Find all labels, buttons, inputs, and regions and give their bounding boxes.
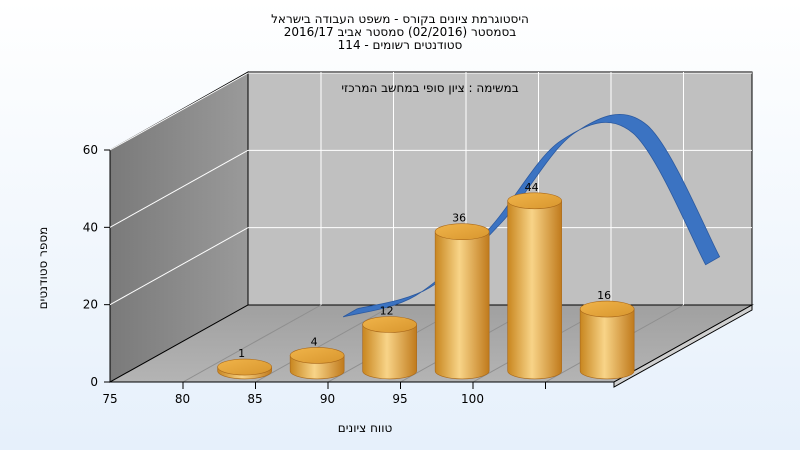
bar-body bbox=[434, 231, 490, 380]
y-tick-label: 0 bbox=[90, 375, 98, 389]
bar-cap bbox=[579, 300, 635, 318]
x-tick-label: 90 bbox=[320, 392, 335, 406]
bar-cap bbox=[362, 316, 417, 333]
y-tick-label: 60 bbox=[83, 143, 98, 157]
bar-data-label: 12 bbox=[380, 305, 394, 318]
bar-cap bbox=[507, 192, 562, 210]
back-wall bbox=[247, 71, 753, 306]
x-tick-label: 95 bbox=[392, 392, 407, 406]
x-tick-label: 75 bbox=[102, 392, 117, 406]
bar: 36 bbox=[434, 212, 490, 380]
bar-data-label: 16 bbox=[597, 289, 611, 302]
x-tick-label: 85 bbox=[247, 392, 262, 406]
bar-body bbox=[362, 324, 417, 380]
bar-body bbox=[507, 200, 562, 380]
side-gridline bbox=[109, 149, 249, 228]
bar-data-label: 44 bbox=[525, 181, 539, 194]
bar-cap bbox=[217, 358, 272, 376]
chart-title-line-3: סטודנטים רשומים - 114 bbox=[337, 38, 463, 52]
bar-cap bbox=[289, 347, 345, 364]
chart-title-line-2: בסמסטר (02/2016) סמסטר אביב 2016/17 bbox=[283, 25, 517, 39]
floor-gridline bbox=[255, 304, 394, 383]
bar: 16 bbox=[579, 289, 635, 380]
x-tick-label: 80 bbox=[175, 392, 190, 406]
side-gridline bbox=[109, 227, 249, 306]
side-gridline bbox=[109, 72, 249, 151]
y-axis-title: מספר סטודנטים bbox=[36, 227, 50, 310]
bar-data-label: 4 bbox=[311, 335, 318, 348]
bar: 4 bbox=[289, 335, 345, 380]
x-tick-label: 100 bbox=[461, 392, 484, 406]
floor-front-edge bbox=[613, 304, 753, 388]
bar-cap bbox=[434, 223, 490, 240]
y-tick-label: 40 bbox=[83, 220, 98, 234]
bar-data-label: 1 bbox=[238, 347, 245, 360]
y-tick-label: 20 bbox=[83, 298, 98, 312]
bar-body bbox=[579, 308, 635, 380]
floor-gridline bbox=[182, 304, 322, 383]
bar: 1 bbox=[217, 347, 272, 380]
chart-subtitle: במשימה : ציון סופי במחשב המרכזי bbox=[341, 81, 518, 95]
chart-title-line-1: היסטוגרמת ציונים בקורס - משפט העבודה ביש… bbox=[271, 12, 529, 26]
bar: 44 bbox=[507, 181, 562, 380]
bar-data-label: 36 bbox=[452, 212, 466, 225]
x-axis-title: טווח ציונים bbox=[338, 421, 393, 435]
bar: 12 bbox=[362, 305, 417, 380]
